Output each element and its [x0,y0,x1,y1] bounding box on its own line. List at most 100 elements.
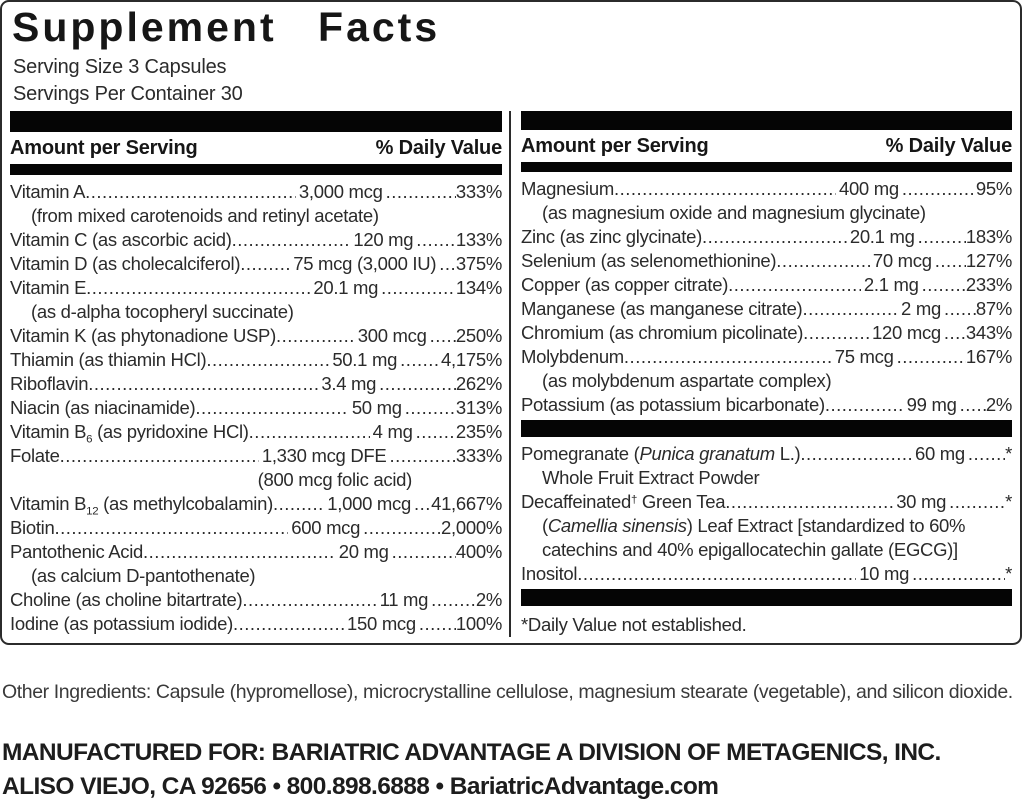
nutrient-row: Molybdenum 75 mcg 167% [521,345,1012,369]
nutrient-row: Vitamin B6 (as pyridoxine HCl) 4 mg 235% [10,420,502,446]
nutrient-row: Riboflavin 3.4 mg 262% [10,372,502,396]
dot-leader [430,324,456,348]
nutrient-row: Vitamin A 3,000 mcg 333% [10,180,502,204]
nutrient-row: Potassium (as potassium bicarbonate) 99 m… [521,393,1012,417]
daily-value-label: % Daily Value [885,134,1013,157]
dot-leader [944,297,976,321]
nutrient-daily-value: 233% [965,273,1012,295]
nutrient-amount: 50 mg [351,397,402,418]
nutrient-name: Choline (as choline bitartrate) [10,589,243,610]
nutrient-amount: 150 mcg [347,613,416,634]
dot-leader [944,321,966,345]
dot-leader [902,177,976,201]
nutrient-amount: 300 mcg [357,325,427,346]
dot-leader [86,276,310,300]
right-column: Amount per Serving % Daily Value Magnesi… [521,111,1012,637]
nutrient-row: Magnesium 400 mg 95% [521,177,1012,201]
nutrient-name: Inositol [521,562,578,584]
header-bar-bottom [521,161,1012,172]
nutrient-amount: 75 mcg (3,000 IU) [293,253,437,274]
dot-leader [363,516,441,540]
nutrient-daily-value: 333% [455,181,502,202]
nutrient-daily-value: * [1005,442,1013,464]
nutrient-row: Folate 1,330 mcg DFE 333% [10,444,502,468]
nutrient-daily-value: 250% [455,325,502,346]
nutrient-row: Selenium (as selenomethionine) 70 mcg 127% [521,249,1012,273]
dot-leader [918,225,966,249]
dot-leader [405,396,456,420]
nutrient-daily-value: 235% [455,421,502,442]
dot-leader [60,444,259,468]
supplement-facts-panel: Supplement Facts Serving Size 3 Capsules… [0,0,1022,645]
dot-leader [800,442,912,466]
nutrient-daily-value: 262% [455,373,502,394]
nutrient-subline: (Camellia sinensis) Leaf Extract [standa… [542,514,966,536]
nutrient-row: Niacin (as niacinamide) 50 mg 313% [10,396,502,420]
nutrient-name: Vitamin E [10,277,87,298]
nutrient-row: Decaffeinated† Green Tea 30 mg * [521,490,1012,514]
amount-per-serving-label: Amount per Serving [10,137,198,159]
nutrient-row: Choline (as choline bitartrate) 11 mg 2% [10,588,502,612]
other-ingredients: Other Ingredients: Capsule (hypromellose… [2,681,1013,703]
nutrient-name: Biotin [10,517,55,538]
dot-leader [614,177,836,201]
nutrient-subline: (as calcium D-pantothenate) [31,565,256,586]
nutrient-amount: 75 mcg [834,345,894,367]
nutrient-daily-value: 87% [975,297,1012,319]
dot-leader [803,321,869,345]
daily-value-label: % Daily Value [375,137,503,159]
nutrient-row: Copper (as copper citrate) 2.1 mg 233% [521,273,1012,297]
nutrient-name: Vitamin D (as cholecalciferol) [10,253,241,274]
section-separator-bar [521,419,1012,437]
nutrient-row: Vitamin D (as cholecalciferol) 75 mcg (3,… [10,252,502,276]
nutrient-name: Magnesium [521,177,614,199]
nutrient-daily-value: 134% [455,277,502,298]
dot-leader [912,562,1005,586]
nutrient-row: Inositol 10 mg * [521,562,1012,586]
dot-leader [416,228,456,252]
nutrient-name: Iodine (as potassium iodide) [10,613,233,634]
nutrient-amount: 600 mcg [291,517,361,538]
nutrient-name: Vitamin B12 (as methylcobalamin) [10,493,273,518]
dot-leader [240,252,290,276]
dot-leader [143,540,336,564]
nutrient-amount: 99 mg [906,393,957,415]
nutrient-name: Molybdenum [521,345,624,367]
nutrient-row: Pomegranate (Punica granatum L.) 60 mg * [521,442,1012,466]
nutrient-subline: (from mixed carotenoids and retinyl acet… [31,205,379,226]
dot-leader [85,180,296,204]
serving-size: Serving Size 3 Capsules [13,55,227,78]
dot-leader [414,492,431,516]
nutrient-daily-value: * [1005,490,1012,512]
dot-leader [897,345,966,369]
nutrient-daily-value: 2,000% [441,517,502,538]
nutrient-daily-value: 375% [455,253,502,274]
dot-leader [968,442,1005,466]
nutrient-amount: 2.1 mg [863,273,919,295]
nutrient-amount: 70 mcg [872,249,932,271]
dot-leader [776,249,870,273]
nutrient-row: Vitamin E 20.1 mg 134% [10,276,502,300]
nutrient-amount: 60 mg [914,442,965,464]
header-bar-top [521,111,1012,130]
nutrient-row: Thiamin (as thiamin HCl) 50.1 mg 4,175% [10,348,502,372]
nutrient-daily-value: 41,667% [431,493,503,514]
dot-leader [195,396,348,420]
nutrient-name: Copper (as copper citrate) [521,273,729,295]
nutrient-row: Chromium (as chromium picolinate) 120 mcg… [521,321,1012,345]
nutrient-name: Vitamin K (as phytonadione USP) [10,325,276,346]
dot-leader [935,249,966,273]
nutrient-daily-value: 2% [985,393,1012,415]
manufacturer-line1: MANUFACTURED FOR: BARIATRIC ADVANTAGE A … [2,739,941,766]
nutrient-subline: (800 mcg folic acid) [257,469,413,490]
dot-leader [232,228,351,252]
nutrient-name: Vitamin C (as ascorbic acid) [10,229,232,250]
dot-leader [439,252,456,276]
nutrient-daily-value: 313% [455,397,502,418]
nutrient-amount: 120 mg [353,229,414,250]
dot-leader [419,612,456,636]
dot-leader [922,273,966,297]
dot-leader [728,273,861,297]
nutrient-daily-value: 133% [455,229,503,250]
nutrient-amount: 1,330 mcg DFE [261,445,387,466]
